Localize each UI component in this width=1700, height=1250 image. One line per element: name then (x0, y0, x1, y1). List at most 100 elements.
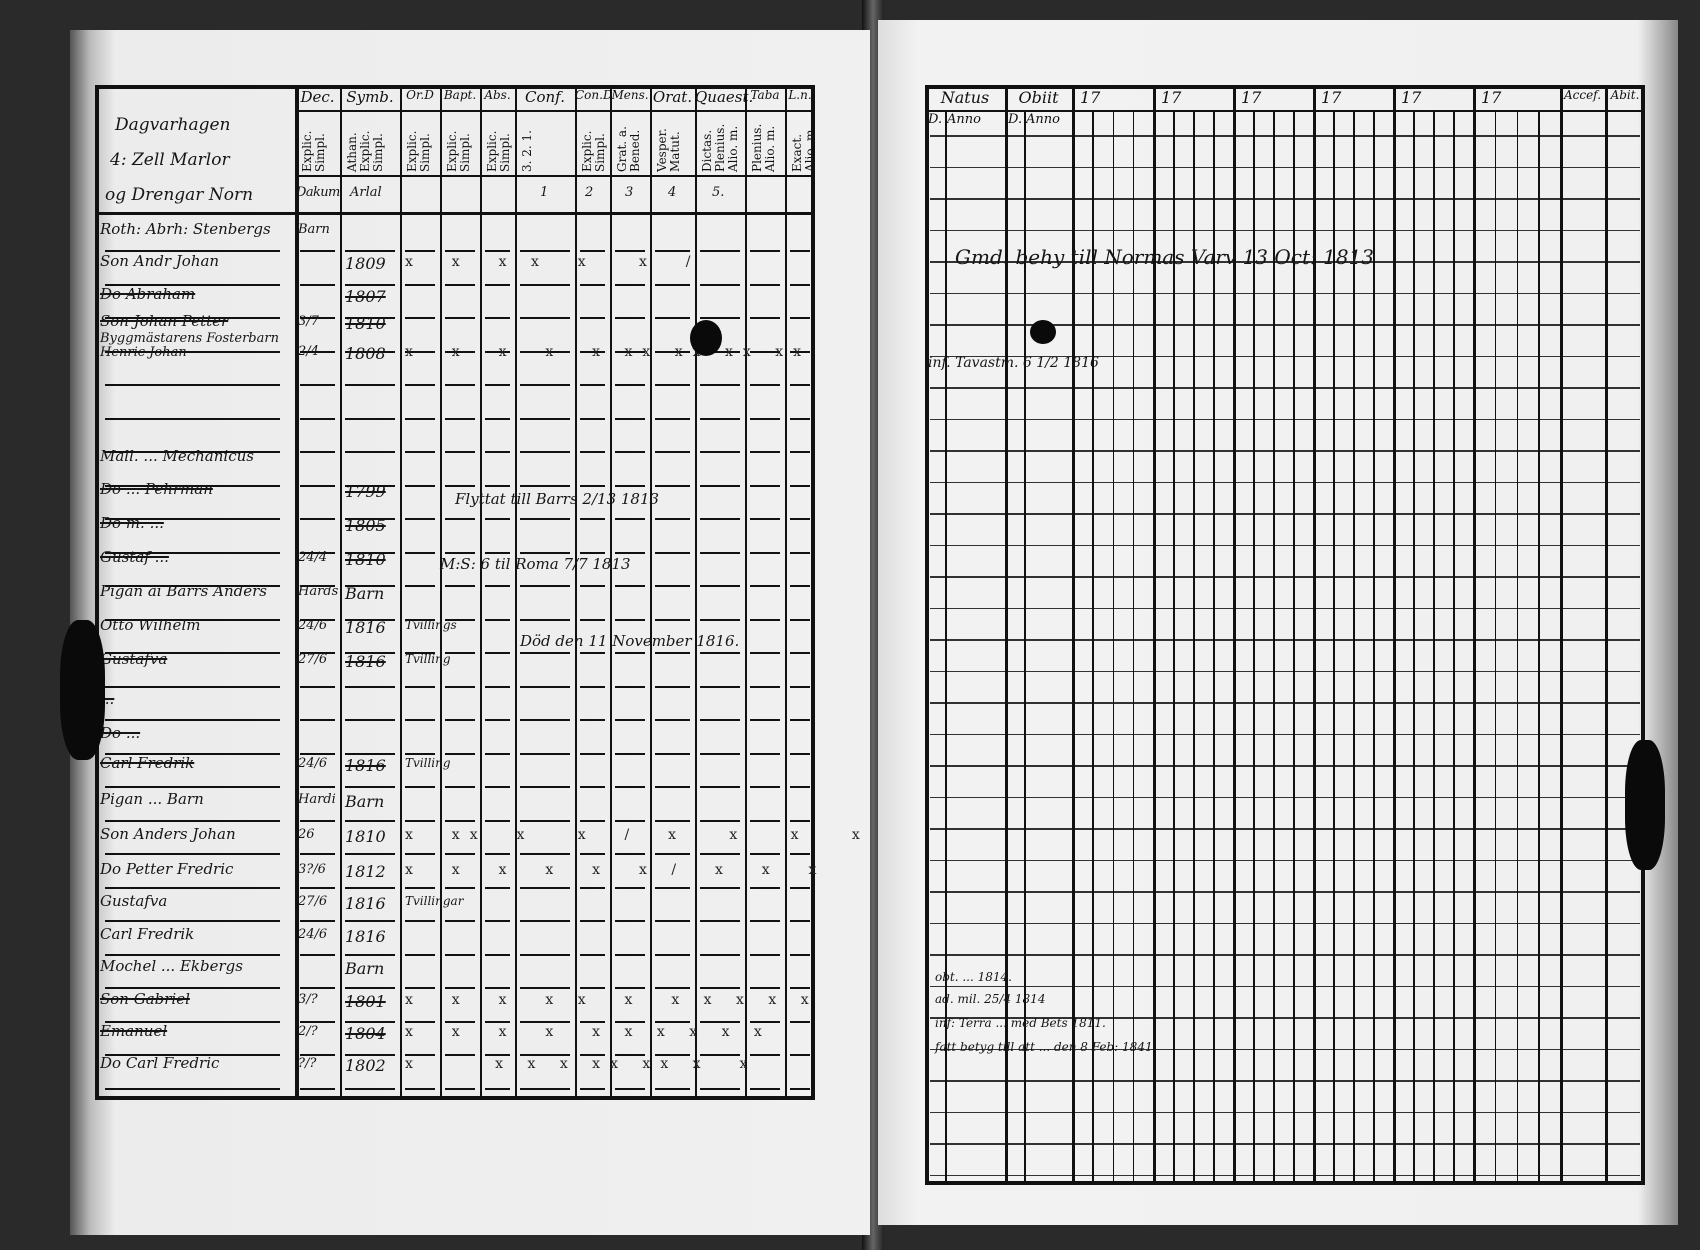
entry-name: Byggmästarens Fosterbarn Henric Johan (100, 331, 279, 360)
column-header: Quaest. (695, 88, 754, 106)
column-header: Bapt. (443, 88, 477, 102)
entry-name: Carl Fredrik (100, 754, 195, 772)
entry-symb: 1816 (345, 618, 386, 637)
row-line (105, 518, 280, 520)
row-line (105, 250, 280, 252)
row-line (300, 417, 335, 420)
row-line (700, 417, 740, 420)
row-line (520, 618, 570, 621)
row-line (445, 384, 475, 386)
title-cell-line: og Drengar Norn (105, 185, 254, 205)
column-header: L.n. (788, 88, 812, 102)
row-line (300, 953, 335, 956)
row-line (345, 987, 395, 989)
row-line (405, 786, 435, 788)
row-line (105, 920, 280, 922)
column-header: Or.D (406, 88, 434, 102)
row-line (750, 886, 780, 889)
row-line (485, 920, 510, 922)
row-line (615, 652, 645, 654)
row-line (700, 618, 740, 621)
row-line (580, 819, 605, 822)
row-line (930, 544, 1640, 546)
row-line (700, 1087, 740, 1090)
row-line (485, 551, 510, 554)
row-line (700, 652, 740, 654)
row-line (300, 1087, 335, 1090)
right-table (925, 85, 1645, 1185)
entry-name: Do Petter Fredric (100, 860, 234, 878)
row-line (300, 250, 335, 252)
row-line (655, 786, 690, 788)
left-note: Flyttat till Barrs 2/13 1813 (455, 490, 660, 508)
row-line (445, 317, 475, 319)
sub-divider (1538, 110, 1540, 1185)
row-line (750, 350, 780, 353)
row-line (405, 283, 435, 286)
row-line (445, 685, 475, 688)
row-line (655, 652, 690, 654)
row-line (445, 451, 475, 453)
row-line (520, 317, 570, 319)
column-subheader: Vesper. Matut. (655, 128, 682, 172)
row-line (750, 618, 780, 621)
entry-symb: 1799 (345, 482, 386, 501)
row-line (300, 451, 335, 453)
sub-divider (1112, 110, 1114, 1185)
row-line (485, 618, 510, 621)
column-subheader: Exact. Alio. m. (790, 125, 817, 172)
column-subheader: Explic. Simpl. (300, 130, 327, 172)
header-divider (925, 110, 1645, 112)
right-note: ad. mil. 25/4 1814 (935, 992, 1046, 1006)
column-divider (295, 85, 299, 1100)
ink-blot (1030, 320, 1056, 344)
row-line (345, 920, 395, 922)
column-divider (1560, 85, 1563, 1185)
row-line (105, 551, 280, 554)
row-line (930, 922, 1640, 924)
row-line (930, 229, 1640, 231)
row-line (655, 384, 690, 386)
row-line (485, 1087, 510, 1090)
row-line (405, 953, 435, 956)
row-line (445, 987, 475, 989)
row-line (750, 920, 780, 922)
column-divider (1393, 85, 1396, 1185)
left-page (70, 30, 870, 1235)
row-line (700, 250, 740, 252)
row-line (930, 513, 1640, 515)
row-line (700, 384, 740, 386)
column-subheader: Athan. Explic. Simpl. (345, 130, 385, 172)
row-line (930, 166, 1640, 168)
row-line (580, 585, 605, 587)
row-line (485, 719, 510, 721)
row-line (520, 417, 570, 420)
row-line (700, 786, 740, 788)
row-line (105, 585, 280, 587)
column-subheader: Explic. Simpl. (485, 130, 512, 172)
row-line (485, 484, 510, 487)
column-header: 17 (1321, 88, 1342, 107)
entry-note: Tvillings (405, 618, 457, 632)
column-header: Accef. (1563, 88, 1602, 102)
sub-divider (1413, 110, 1415, 1185)
row-line (580, 618, 605, 621)
row-line (790, 953, 810, 956)
entry-dec: 27/6 (298, 894, 328, 909)
row-line (405, 551, 435, 554)
row-line (750, 819, 780, 822)
title-cell-line: Dagvarhagen (115, 115, 231, 135)
sub-divider (1516, 110, 1518, 1185)
row-line (930, 828, 1640, 830)
row-line (405, 920, 435, 922)
row-line (700, 551, 740, 554)
column-subheader: Anno (1026, 112, 1060, 127)
row-line (655, 1054, 690, 1056)
row-line (750, 451, 780, 453)
row-line (105, 953, 280, 956)
header-divider (295, 175, 815, 177)
row-line (300, 853, 335, 855)
row-line (580, 283, 605, 286)
row-line (615, 752, 645, 755)
row-line (300, 551, 335, 554)
